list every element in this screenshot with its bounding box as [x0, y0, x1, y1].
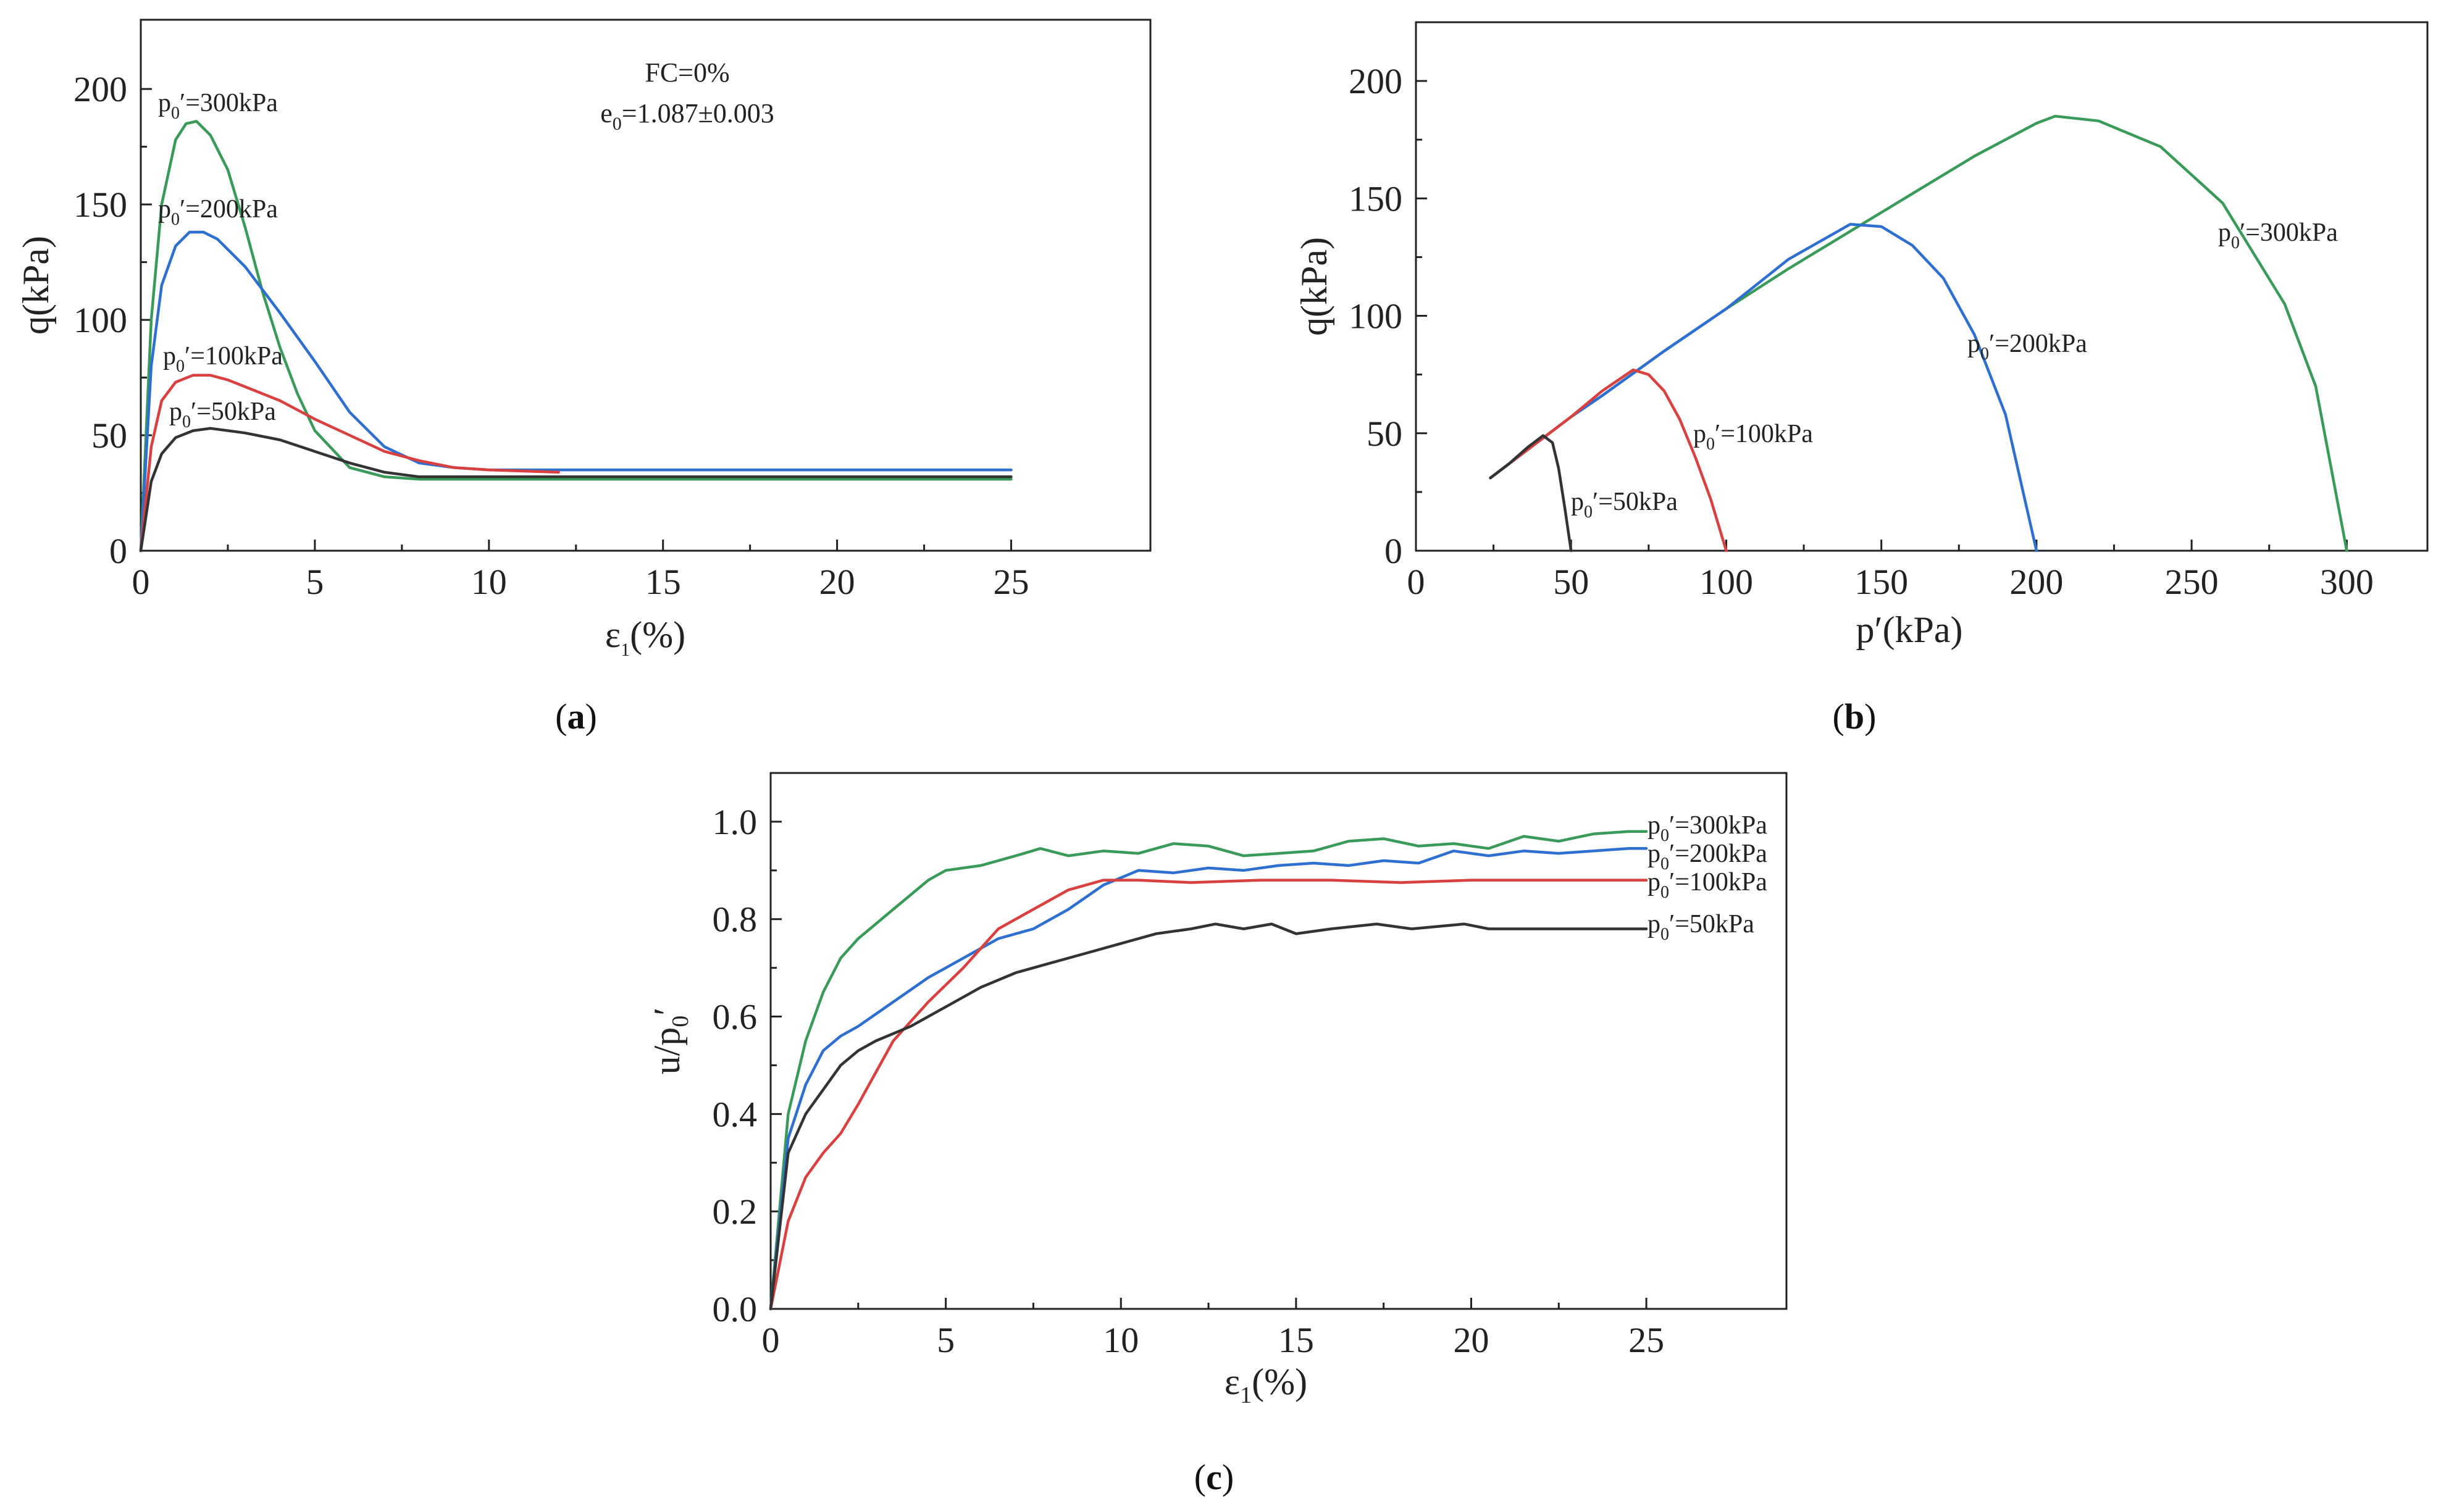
- panel-a-series-300kpa-line: [139, 120, 1013, 553]
- panel-c-series-50kpa-line: [769, 922, 1648, 1311]
- panel-b-label-50: p0′=50kPa: [1571, 488, 1678, 522]
- panel-b-label-200: p0′=200kPa: [1967, 330, 2087, 364]
- panel-b-frame: [1415, 21, 2429, 552]
- panel-c-xtick-label: 25: [1628, 1320, 1664, 1360]
- panel-b-ytick-label: 50: [1367, 414, 1402, 454]
- panel-a-ytick-label: 200: [73, 69, 127, 109]
- panel-a-series-100kpa-line: [139, 374, 560, 553]
- panel-c-ytick-label: 0.0: [713, 1289, 758, 1329]
- panel-a-series-50kpa-line: [139, 427, 1013, 553]
- panel-c-label-200: p0′=200kPa: [1648, 840, 1767, 874]
- panel-c-series-200kpa-line: [769, 847, 1648, 1311]
- panel-c-frame: [769, 772, 1788, 1310]
- panel-a-ylabel: q(kPa): [15, 236, 56, 335]
- panel-a-caption: (a): [555, 696, 597, 737]
- panel-c-xlabel: ε1(%): [1225, 1361, 1307, 1408]
- panel-c-ytick-label: 0.6: [713, 997, 758, 1037]
- panel-b-label-100: p0′=100kPa: [1693, 420, 1813, 454]
- panel-c-series-300kpa-line: [769, 830, 1648, 1311]
- panel-a-ytick-label: 150: [73, 185, 127, 225]
- panel-c-label-50: p0′=50kPa: [1648, 910, 1754, 944]
- panel-a-label-300: p0′=300kPa: [158, 89, 278, 123]
- panel-c-ylabel: u/p0′: [647, 1008, 693, 1075]
- panel-c-caption: (c): [1194, 1457, 1234, 1497]
- panel-a-ytick-label: 0: [109, 531, 127, 571]
- panel-b-ytick-label: 0: [1384, 531, 1402, 571]
- panel-a-xtick-label: 25: [993, 562, 1029, 602]
- panel-b-xtick-label: 0: [1407, 562, 1425, 602]
- panel-a: 0 5 10 15 20 25 0 50 100 150 200 q(kPa) ε1(%) FC=0…: [15, 19, 1152, 737]
- panel-b-ytick-label: 150: [1349, 178, 1402, 219]
- panel-c-ytick-label: 0.2: [713, 1192, 758, 1232]
- panel-b-xtick-label: 250: [2165, 562, 2219, 602]
- panel-b-xtick-label: 150: [1854, 562, 1908, 602]
- panel-c-ytick-label: 1.0: [713, 802, 758, 842]
- panel-b-label-300: p0′=300kPa: [2218, 219, 2338, 253]
- panel-a-series-200kpa-line: [139, 230, 1013, 553]
- panel-b-xlabel: p′(kPa): [1856, 609, 1962, 650]
- panel-b-ytick-label: 100: [1349, 296, 1402, 336]
- panel-c-xtick-label: 15: [1278, 1320, 1314, 1360]
- panel-a-annotation-e0: e0=1.087±0.003: [600, 98, 774, 134]
- panel-a-xtick-label: 0: [132, 562, 150, 602]
- panel-b-xtick-label: 50: [1553, 562, 1589, 602]
- panel-a-ytick-label: 100: [73, 300, 127, 340]
- panel-c-label-100: p0′=100kPa: [1648, 868, 1767, 902]
- panel-b-series-100kpa-line: [1489, 368, 1728, 553]
- panel-c-xtick-label: 5: [937, 1320, 955, 1360]
- panel-c-xtick-label: 20: [1453, 1320, 1489, 1360]
- panel-a-xtick-label: 15: [645, 562, 681, 602]
- panel-b-caption: (b): [1833, 696, 1877, 737]
- panel-b-series-300kpa-line: [1489, 114, 2348, 553]
- panel-a-annotation-fc: FC=0%: [645, 57, 729, 88]
- panel-b-xtick-label: 300: [2320, 562, 2374, 602]
- panel-b-series-50kpa-line: [1489, 434, 1573, 553]
- panel-b-ylabel: q(kPa): [1294, 237, 1334, 336]
- panel-a-frame: [140, 19, 1152, 552]
- panel-a-ytick-label: 50: [91, 416, 127, 456]
- panel-a-xtick-label: 20: [819, 562, 855, 602]
- panel-b-ytick-label: 200: [1349, 61, 1402, 101]
- panel-a-xtick-label: 10: [471, 562, 507, 602]
- panel-c: 0 5 10 15 20 25 0.0 0.2 0.4 0.6 0.8 1.0 u/p0′ ε1(%)…: [647, 772, 1788, 1497]
- panel-a-label-200: p0′=200kPa: [158, 195, 278, 229]
- panel-a-xtick-label: 5: [306, 562, 324, 602]
- panel-c-ytick-label: 0.4: [713, 1094, 758, 1134]
- panel-c-ytick-label: 0.8: [713, 900, 758, 940]
- panel-c-xtick-label: 0: [762, 1320, 780, 1360]
- panel-b-xtick-label: 100: [1699, 562, 1753, 602]
- panel-a-xlabel: ε1(%): [605, 614, 685, 660]
- panel-c-label-300: p0′=300kPa: [1648, 811, 1767, 845]
- panel-c-xtick-label: 10: [1103, 1320, 1139, 1360]
- panel-c-series-100kpa-line: [769, 879, 1648, 1311]
- panel-a-label-100: p0′=100kPa: [163, 342, 283, 376]
- panel-b: 0 50 100 150 200 250 300 0 50 100 150 200 q(kPa) p′…: [1294, 21, 2429, 737]
- panel-a-label-50: p0′=50kPa: [169, 398, 276, 432]
- panel-b-xtick-label: 200: [2009, 562, 2063, 602]
